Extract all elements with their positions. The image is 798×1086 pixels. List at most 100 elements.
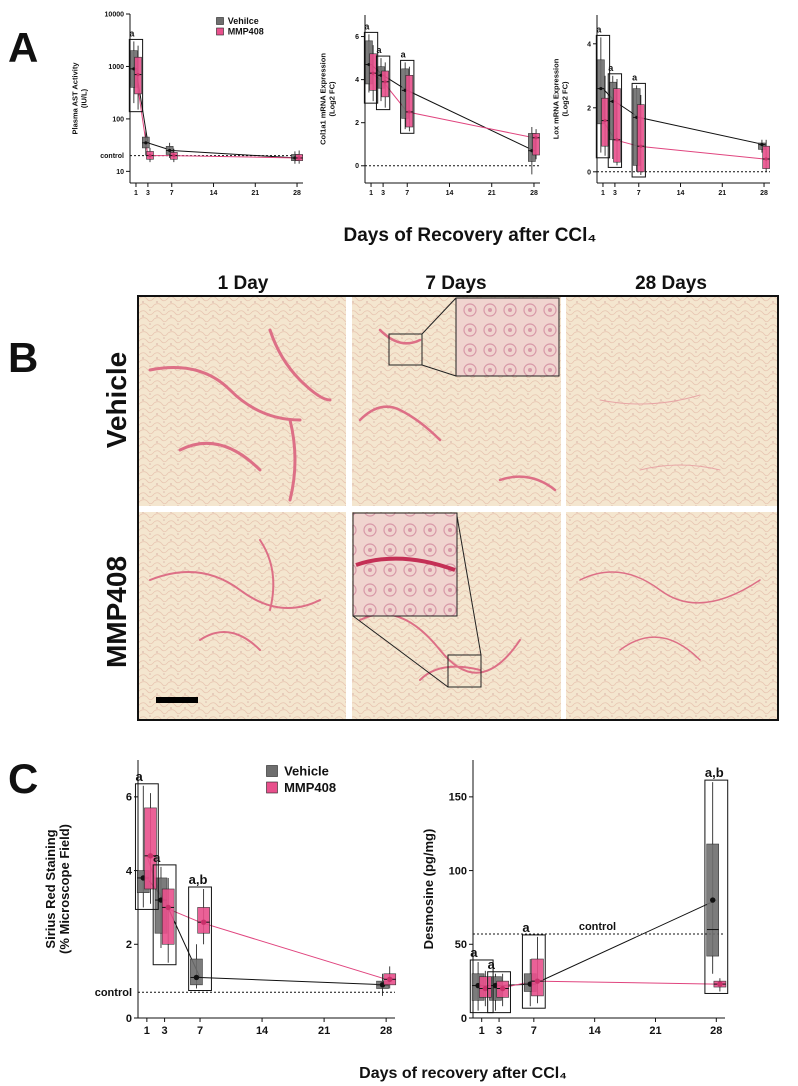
row-label: Vehicle bbox=[101, 352, 132, 449]
significance-label: a bbox=[376, 45, 382, 55]
box bbox=[613, 88, 621, 163]
significance-frame bbox=[400, 59, 415, 134]
y-tick-label: 2 bbox=[126, 939, 132, 951]
mean-dot bbox=[499, 985, 506, 992]
box bbox=[144, 807, 157, 890]
y-tick-label: 0 bbox=[461, 1013, 467, 1025]
mean-dot bbox=[297, 156, 301, 160]
legend-swatch bbox=[266, 781, 278, 794]
x-tick-label: 14 bbox=[256, 1025, 269, 1037]
significance-label: a bbox=[129, 28, 135, 38]
x-tick-label: 28 bbox=[710, 1025, 722, 1037]
significance-label: a,b bbox=[189, 872, 208, 887]
mean-line bbox=[481, 899, 717, 987]
y-tick-label: 10000 bbox=[105, 11, 125, 18]
x-tick-label: 21 bbox=[488, 190, 496, 197]
significance-frame bbox=[607, 73, 623, 168]
y-axis-label: (% Microscope Field) bbox=[57, 824, 72, 954]
control-label: control bbox=[95, 987, 132, 999]
mean-dot bbox=[639, 144, 643, 148]
mean-dot bbox=[193, 974, 200, 981]
mean-line bbox=[370, 72, 535, 139]
significance-label: a,b bbox=[705, 765, 724, 780]
panel-letter: B bbox=[8, 334, 38, 381]
mean-dot bbox=[165, 904, 171, 911]
significance-label: a bbox=[153, 850, 161, 865]
box bbox=[601, 97, 609, 147]
x-tick-label: 21 bbox=[318, 1025, 330, 1037]
mean-line bbox=[481, 980, 717, 990]
box bbox=[531, 958, 544, 997]
mean-line bbox=[135, 68, 298, 159]
significance-label: a bbox=[364, 21, 370, 31]
x-tick-label: 3 bbox=[381, 190, 385, 197]
significance-label: a bbox=[135, 769, 143, 784]
legend-label: MMP408 bbox=[284, 780, 336, 795]
x-tick-label: 14 bbox=[589, 1025, 602, 1037]
mean-dot bbox=[200, 919, 207, 925]
mean-dot bbox=[383, 80, 387, 84]
histology bbox=[137, 295, 779, 721]
legend-swatch bbox=[266, 765, 278, 777]
mean-line bbox=[602, 120, 765, 160]
mean-line bbox=[602, 88, 765, 146]
mean-dot bbox=[599, 87, 603, 91]
y-axis-label: Lox mRNA Expression bbox=[551, 58, 560, 139]
y-tick-label: 6 bbox=[126, 792, 132, 804]
significance-frame bbox=[631, 82, 646, 178]
y-tick-label: 4 bbox=[355, 77, 359, 84]
significance-frame bbox=[134, 783, 159, 910]
x-tick-label: 1 bbox=[134, 190, 138, 197]
x-tick-label: 21 bbox=[718, 190, 726, 197]
x-tick-label: 14 bbox=[677, 190, 685, 197]
x-tick-label: 7 bbox=[637, 190, 641, 197]
mean-dot bbox=[144, 141, 148, 145]
x-tick-label: 21 bbox=[251, 190, 259, 197]
x-tick-label: 14 bbox=[210, 190, 218, 197]
mean-dot bbox=[710, 897, 716, 903]
y-tick-label: 2 bbox=[587, 105, 591, 112]
significance-frame bbox=[128, 38, 144, 113]
mean-dot bbox=[387, 976, 393, 982]
x-tick-label: 7 bbox=[170, 190, 174, 197]
y-axis-label: Sirius Red Staining bbox=[43, 829, 58, 948]
x-tick-label: 1 bbox=[479, 1025, 485, 1037]
mean-dot bbox=[534, 136, 538, 140]
mean-line bbox=[135, 74, 298, 159]
x-axis-title: Days of recovery after CCl₄ bbox=[359, 1065, 567, 1082]
x-tick-label: 21 bbox=[649, 1025, 661, 1037]
mean-dot bbox=[717, 981, 723, 987]
y-tick-label: 100 bbox=[449, 865, 467, 877]
y-tick-label: 4 bbox=[587, 41, 591, 48]
mean-dot bbox=[371, 71, 375, 75]
x-tick-label: 28 bbox=[293, 190, 301, 197]
panel-letter: C bbox=[8, 755, 38, 802]
significance-label: a bbox=[488, 957, 496, 972]
significance-frame bbox=[704, 779, 729, 994]
x-tick-label: 7 bbox=[197, 1025, 203, 1037]
y-tick-label: 4 bbox=[126, 865, 133, 877]
box bbox=[597, 59, 605, 125]
y-tick-label: 1000 bbox=[108, 64, 124, 71]
mean-dot bbox=[615, 138, 619, 142]
x-tick-label: 14 bbox=[446, 190, 454, 197]
y-tick-label: 0 bbox=[126, 1013, 132, 1025]
x-tick-label: 3 bbox=[496, 1025, 502, 1037]
significance-frame bbox=[469, 959, 494, 1014]
y-axis-label: (Log2 FC) bbox=[328, 81, 337, 116]
legend-label: Vehicle bbox=[284, 763, 329, 778]
box bbox=[762, 145, 770, 169]
mean-dot bbox=[482, 985, 488, 992]
x-tick-label: 3 bbox=[146, 190, 150, 197]
y-axis-label: Desmosine (pg/mg) bbox=[421, 829, 436, 950]
x-tick-label: 1 bbox=[369, 190, 373, 197]
y-tick-label: 2 bbox=[355, 120, 359, 127]
mean-dot bbox=[136, 73, 140, 77]
x-tick-label: 28 bbox=[530, 190, 538, 197]
y-tick-label: 150 bbox=[449, 792, 467, 804]
control-label: control bbox=[100, 153, 124, 160]
y-axis-label: (Log2 FC) bbox=[561, 81, 570, 116]
significance-label: a bbox=[522, 920, 530, 935]
